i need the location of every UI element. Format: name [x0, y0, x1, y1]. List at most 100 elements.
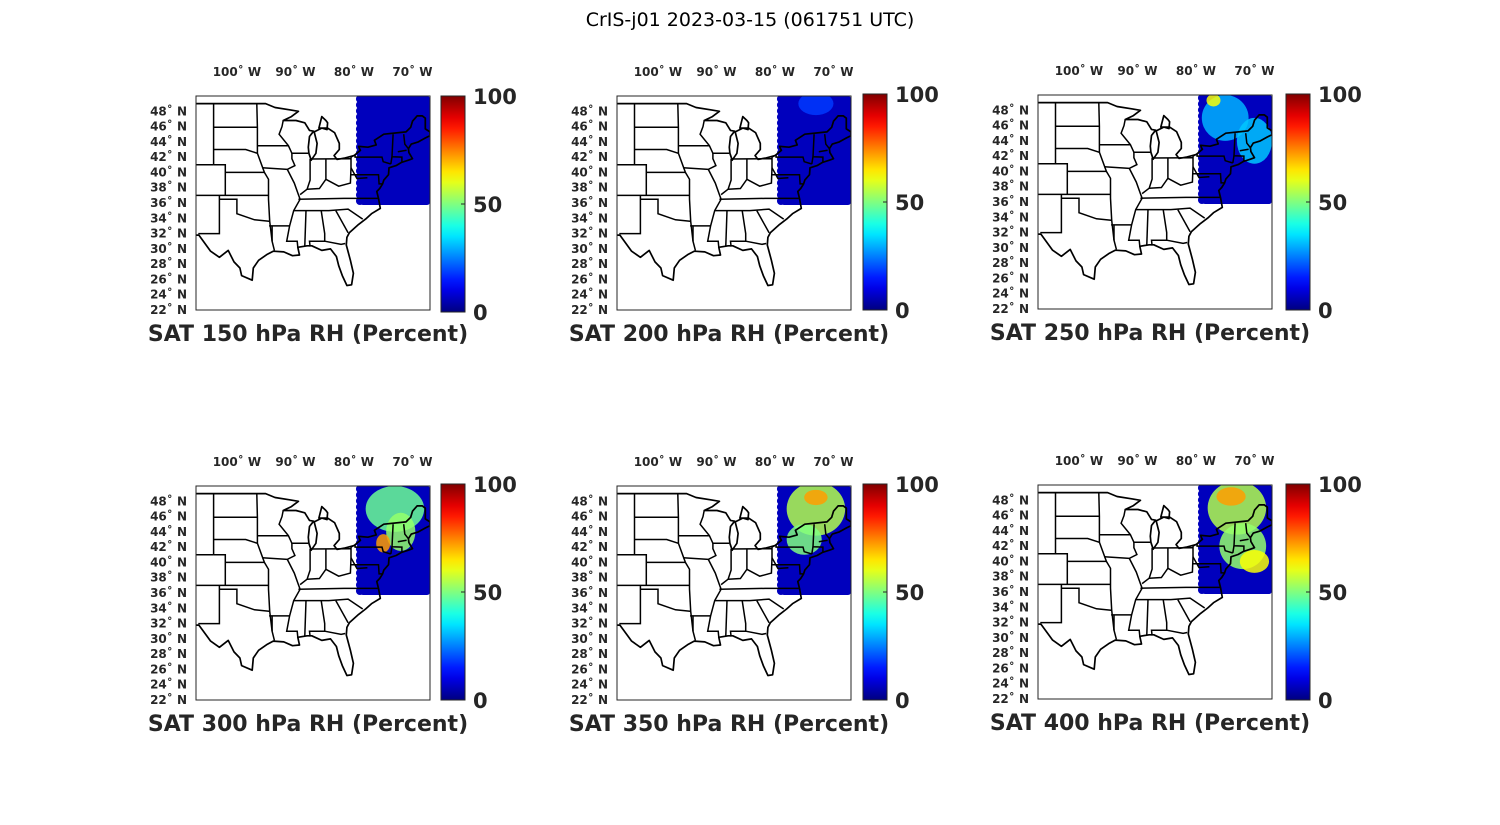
lat-tick-label: 48˚ N	[150, 103, 187, 118]
state-border	[350, 167, 368, 180]
state-border	[634, 538, 679, 545]
state-border	[198, 195, 221, 235]
swath-edge-dot	[1197, 95, 1206, 102]
state-border	[745, 240, 767, 246]
map-area	[196, 96, 430, 310]
lat-tick-label: 22˚ N	[150, 302, 187, 317]
state-border	[1167, 156, 1194, 187]
colorbar-tick-label: 100	[473, 85, 517, 109]
lat-tick-label: 22˚ N	[571, 692, 608, 707]
state-border	[1135, 207, 1206, 219]
state-border	[1040, 584, 1063, 624]
state-border	[293, 208, 364, 220]
state-border	[1061, 587, 1112, 612]
state-border	[1192, 542, 1234, 554]
figure-title: CrIS-j01 2023-03-15 (061751 UTC)	[586, 9, 915, 31]
state-border	[325, 547, 352, 578]
map-frame	[1037, 484, 1273, 700]
swath-edge-dot	[776, 113, 785, 121]
swath-edge-dot	[776, 486, 785, 493]
lon-tick-label: 80˚ W	[334, 454, 374, 469]
colorbar: 100 50 0	[1285, 473, 1362, 713]
lat-tick-label: 32˚ N	[150, 616, 187, 631]
swath-edge-dot	[1197, 485, 1206, 492]
state-border	[351, 173, 383, 185]
swath-edge-dot	[355, 503, 364, 511]
lat-tick-label: 48˚ N	[571, 493, 608, 508]
rh-blob	[1236, 117, 1272, 164]
state-border	[719, 587, 799, 590]
state-border	[219, 198, 270, 223]
state-border	[1177, 599, 1191, 623]
swath-edge-dot	[355, 137, 364, 145]
state-border	[823, 134, 830, 150]
map-frame	[195, 95, 431, 311]
swath-edge-dot	[776, 539, 785, 547]
state-border	[1098, 492, 1118, 640]
swath-edge-dot	[1197, 100, 1206, 108]
map-frame	[616, 485, 852, 701]
lat-tick-label: 32˚ N	[571, 226, 608, 241]
swath-edge-dot	[776, 185, 785, 193]
state-border	[818, 539, 828, 543]
map-area	[196, 486, 430, 700]
lon-tick-label: 70˚ W	[1234, 63, 1274, 78]
state-border	[1167, 546, 1194, 577]
lat-tick-label: 34˚ N	[571, 210, 608, 225]
lat-tick-label: 34˚ N	[150, 210, 187, 225]
lat-tick-label: 30˚ N	[992, 630, 1029, 645]
lat-tick-label: 28˚ N	[992, 645, 1029, 660]
swath-edge-dot	[355, 491, 364, 499]
lat-tick-label: 44˚ N	[992, 133, 1029, 148]
swath-edge-dot	[776, 497, 785, 505]
lat-tick-label: 30˚ N	[571, 631, 608, 646]
lat-tick-label: 22˚ N	[992, 691, 1029, 706]
state-border	[812, 134, 824, 163]
swath-edge-dot	[776, 581, 785, 589]
colorbar-tick-label: 0	[895, 689, 910, 713]
lat-tick-label: 32˚ N	[150, 226, 187, 241]
lat-tick-label: 44˚ N	[992, 523, 1029, 538]
state-border	[350, 543, 392, 555]
state-border	[402, 524, 409, 540]
state-border	[213, 148, 258, 155]
state-border	[335, 600, 349, 624]
lat-tick-label: 22˚ N	[571, 302, 608, 317]
swath-edge-dot	[1197, 178, 1206, 186]
lat-tick-label: 34˚ N	[571, 600, 608, 615]
state-border	[1193, 562, 1225, 574]
colorbar-tick-label: 100	[895, 83, 939, 107]
panel-title: SAT 150 hPa RH (Percent)	[148, 322, 468, 347]
swath-edge-dot	[776, 137, 785, 145]
swath-edge-dot	[1197, 496, 1206, 504]
colorbar-tick-label: 100	[473, 473, 517, 497]
map-panel: 100˚ W 90˚ W 80˚ W 70˚ W 48˚ N46˚ N44˚ N42˚ …	[990, 453, 1362, 736]
lon-tick-label: 100˚ W	[1055, 63, 1103, 78]
rh-blob	[1201, 95, 1249, 141]
lat-tick-label: 42˚ N	[150, 149, 187, 164]
state-border	[262, 153, 296, 171]
state-border	[1140, 586, 1220, 589]
state-border	[256, 103, 276, 251]
swath-edge-dot	[355, 125, 364, 133]
state-border	[1141, 157, 1153, 195]
lat-tick-label: 40˚ N	[571, 554, 608, 569]
swath-edge-dot	[1197, 166, 1206, 174]
state-border	[746, 547, 773, 578]
lat-tick-label: 26˚ N	[571, 661, 608, 676]
state-border	[677, 103, 697, 251]
lat-tick-label: 38˚ N	[571, 570, 608, 585]
swath-edge-dot	[355, 539, 364, 547]
swath-edge-dot	[1197, 490, 1206, 498]
swath-edge-dot	[776, 107, 785, 115]
state-border	[1140, 196, 1220, 199]
swath-edge-dot	[1197, 184, 1206, 192]
state-border	[683, 153, 717, 171]
state-border	[298, 587, 378, 590]
state-border	[1233, 133, 1245, 162]
rh-blob	[804, 489, 828, 506]
lat-tick-label: 26˚ N	[150, 271, 187, 286]
lon-tick-label: 70˚ W	[813, 454, 853, 469]
lon-tick-label: 70˚ W	[813, 64, 853, 79]
swath-edge-dot	[355, 113, 364, 121]
